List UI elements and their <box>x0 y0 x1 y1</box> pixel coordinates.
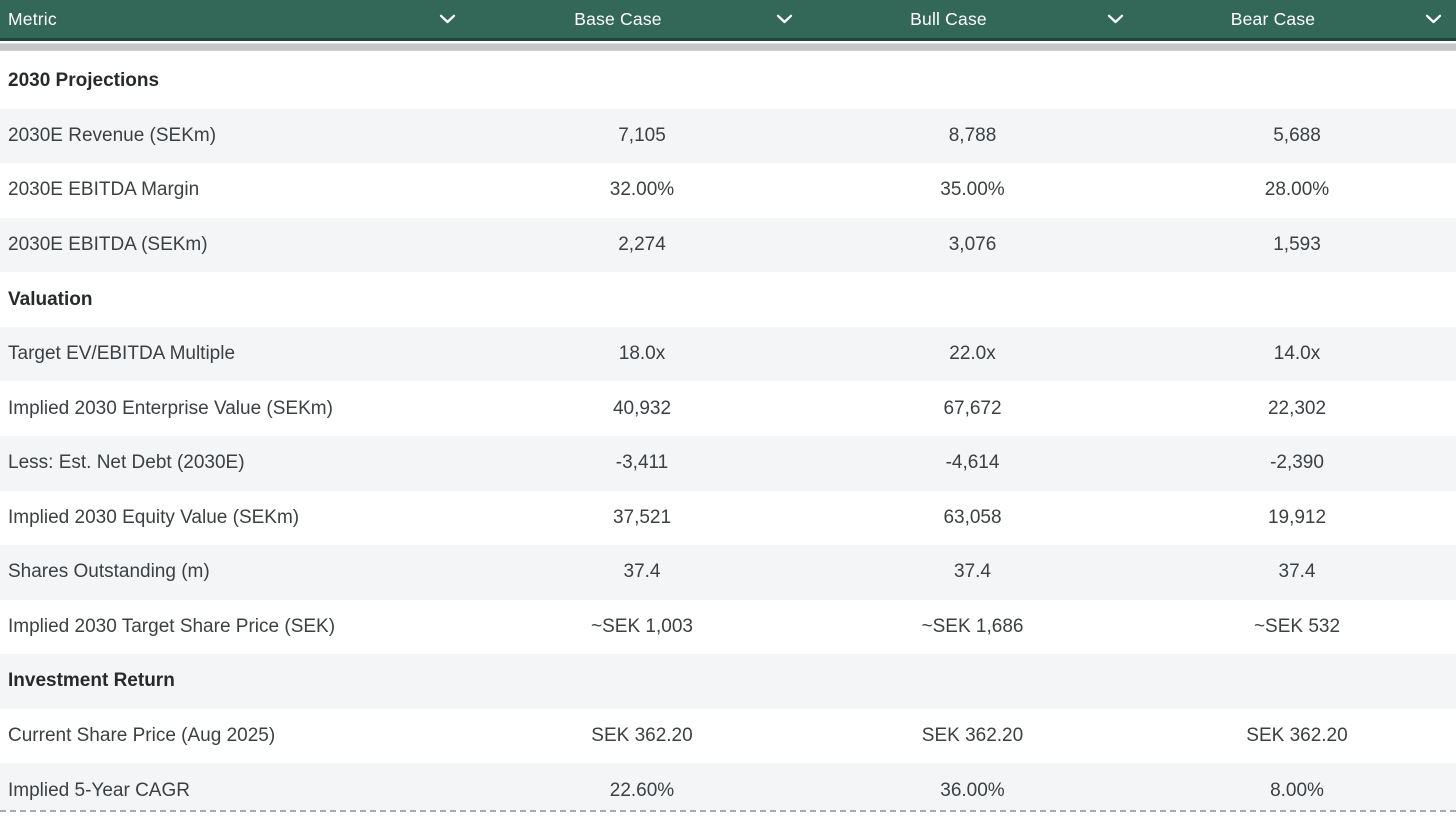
metric-label: 2030E Revenue (SEKm) <box>8 124 217 146</box>
metric-label: 2030E EBITDA Margin <box>8 179 200 201</box>
base-case-value: 22.60% <box>609 779 675 801</box>
column-header-bull[interactable]: Bull Case <box>807 0 1138 38</box>
bear-case-value: SEK 362.20 <box>1246 725 1348 747</box>
column-header-bear[interactable]: Bear Case <box>1138 0 1456 38</box>
metric-label: Implied 5-Year CAGR <box>8 779 190 801</box>
metric-label: Current Share Price (Aug 2025) <box>8 725 276 747</box>
table-row: 2030E EBITDA (SEKm) 2,274 3,076 1,593 <box>0 217 1456 273</box>
column-header-label: Bull Case <box>910 8 987 29</box>
table-row: Shares Outstanding (m) 37.4 37.4 37.4 <box>0 545 1456 600</box>
bear-case-value: 1,593 <box>1273 233 1321 255</box>
base-case-value: 2,274 <box>618 233 666 255</box>
chevron-down-icon[interactable] <box>1107 14 1124 24</box>
table-row: Less: Est. Net Debt (2030E) -3,411 -4,614 -… <box>0 435 1456 491</box>
horizontal-scrollbar[interactable] <box>0 41 1456 54</box>
bull-case-value: 22.0x <box>949 343 996 365</box>
metric-label: Implied 2030 Target Share Price (SEK) <box>8 615 336 637</box>
table-body: 2030 Projections 2030E Revenue (SEKm) 7,10… <box>0 54 1456 818</box>
bear-case-value: 5,688 <box>1273 124 1321 146</box>
base-case-value: SEK 362.20 <box>591 725 693 747</box>
section-row: Valuation <box>0 272 1456 327</box>
table-header-row: Metric Base Case Bull Case Bear Case <box>0 0 1456 41</box>
base-case-value: 18.0x <box>618 343 666 365</box>
base-case-value: 7,105 <box>618 124 666 146</box>
section-row: Investment Return <box>0 654 1456 709</box>
metric-label: Less: Est. Net Debt (2030E) <box>8 452 245 474</box>
column-header-label: Metric <box>8 8 57 29</box>
bull-case-value: 37.4 <box>954 561 991 583</box>
section-title: Valuation <box>8 288 93 310</box>
column-header-base[interactable]: Base Case <box>477 0 807 38</box>
section-title: Investment Return <box>8 670 175 692</box>
column-header-metric[interactable]: Metric <box>0 0 477 38</box>
bear-case-value: 22,302 <box>1267 397 1327 419</box>
base-case-value: 40,932 <box>612 397 672 419</box>
bull-case-value: 35.00% <box>940 179 1005 201</box>
table-row: Implied 5-Year CAGR 22.60% 36.00% 8.00% <box>0 763 1456 818</box>
bull-case-value: 36.00% <box>940 779 1005 801</box>
section-title: 2030 Projections <box>8 70 160 92</box>
bear-case-value: 28.00% <box>1264 179 1330 201</box>
base-case-value: ~SEK 1,003 <box>591 615 693 637</box>
bear-case-value: ~SEK 532 <box>1253 615 1341 637</box>
table-end-dashed-divider <box>0 810 1456 818</box>
table-row: Implied 2030 Enterprise Value (SEKm) 40,9… <box>0 381 1456 436</box>
table-row: Implied 2030 Target Share Price (SEK) ~SE… <box>0 599 1456 655</box>
bull-case-value: SEK 362.20 <box>921 725 1024 747</box>
metric-label: 2030E EBITDA (SEKm) <box>8 233 208 255</box>
chevron-down-icon[interactable] <box>776 14 793 24</box>
bull-case-value: 3,076 <box>948 233 997 255</box>
bear-case-value: 8.00% <box>1270 779 1324 801</box>
bull-case-value: 67,672 <box>943 397 1002 419</box>
metric-label: Implied 2030 Enterprise Value (SEKm) <box>8 397 333 419</box>
table-row: 2030E Revenue (SEKm) 7,105 8,788 5,688 <box>0 108 1456 164</box>
bull-case-value: 8,788 <box>948 124 997 146</box>
base-case-value: 32.00% <box>609 179 675 201</box>
chevron-down-icon[interactable] <box>439 14 456 24</box>
base-case-value: -3,411 <box>615 452 669 474</box>
metric-label: Target EV/EBITDA Multiple <box>8 343 236 365</box>
column-header-label: Bear Case <box>1230 8 1316 29</box>
table-row: Target EV/EBITDA Multiple 18.0x 22.0x 14.0x <box>0 326 1456 382</box>
horizontal-scrollbar-thumb[interactable] <box>0 43 1456 51</box>
base-case-value: 37,521 <box>612 506 672 528</box>
metric-label: Implied 2030 Equity Value (SEKm) <box>8 506 300 528</box>
section-row: 2030 Projections <box>0 54 1456 109</box>
bear-case-value: 37.4 <box>1278 561 1316 583</box>
base-case-value: 37.4 <box>623 561 661 583</box>
table-row: 2030E EBITDA Margin 32.00% 35.00% 28.00% <box>0 163 1456 218</box>
bear-case-value: 14.0x <box>1273 343 1321 365</box>
bull-case-value: -4,614 <box>945 452 1000 474</box>
table-row: Implied 2030 Equity Value (SEKm) 37,521 63… <box>0 490 1456 546</box>
bear-case-value: -2,390 <box>1270 452 1324 474</box>
bull-case-value: 63,058 <box>943 506 1002 528</box>
metric-label: Shares Outstanding (m) <box>8 561 210 583</box>
table-row: Current Share Price (Aug 2025) SEK 362.20… <box>0 708 1456 764</box>
column-header-label: Base Case <box>574 8 662 29</box>
chevron-down-icon[interactable] <box>1425 14 1442 24</box>
bear-case-value: 19,912 <box>1267 506 1327 528</box>
bull-case-value: ~SEK 1,686 <box>921 615 1024 637</box>
